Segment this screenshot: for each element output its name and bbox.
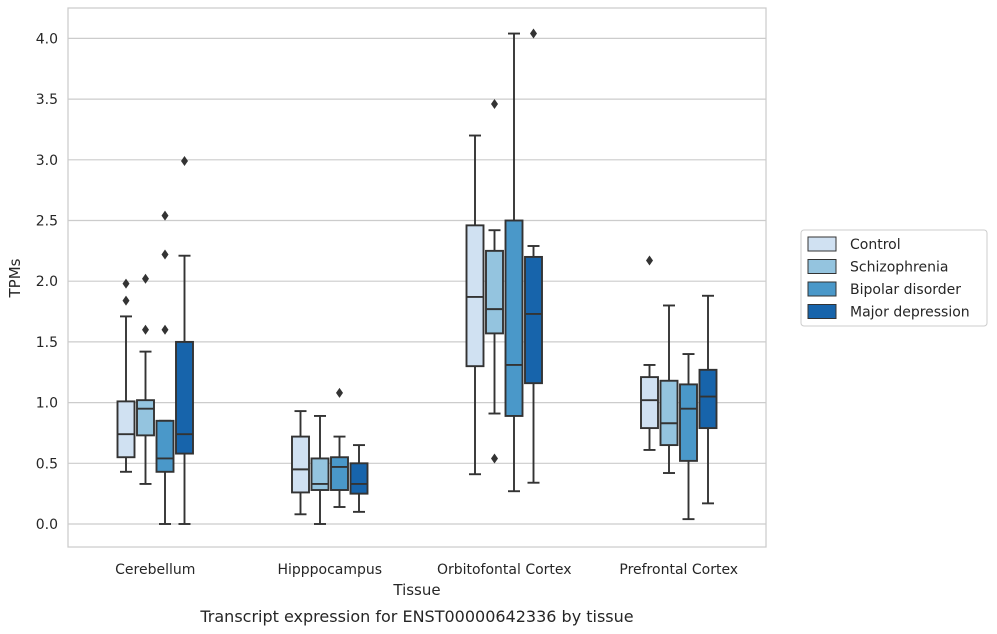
box xyxy=(465,224,485,368)
plot-area-frame xyxy=(67,7,767,548)
legend: Control Schizophrenia Bipolar disorder Majo… xyxy=(800,229,988,327)
y-tick-label: 3.5 xyxy=(36,92,58,108)
outlier-point xyxy=(491,98,498,109)
box xyxy=(116,400,136,459)
outlier-point xyxy=(161,249,169,260)
y-tick-label: 2.5 xyxy=(36,214,58,230)
box-groups xyxy=(116,28,718,525)
box xyxy=(640,376,659,430)
box xyxy=(291,435,310,494)
box xyxy=(485,249,504,335)
box xyxy=(349,462,369,495)
box xyxy=(310,457,330,491)
outlier-point xyxy=(122,295,130,306)
box xyxy=(679,383,698,462)
outlier-point xyxy=(530,28,537,39)
y-tick-label: 2.0 xyxy=(36,274,58,290)
box xyxy=(698,368,718,430)
y-tick-label: 1.0 xyxy=(36,396,58,412)
x-tick-label: Hipppocampus xyxy=(277,562,382,578)
outlier-point xyxy=(336,387,343,398)
legend-entry-label: Major depression xyxy=(850,305,970,321)
box xyxy=(136,399,155,437)
y-tick-label: 0.0 xyxy=(36,517,58,533)
x-tick-labels: Cerebellum Hipppocampus Orbitofontal Corte… xyxy=(115,562,738,578)
x-axis-label: Tissue xyxy=(392,581,440,599)
box xyxy=(524,255,543,385)
legend-swatch xyxy=(807,304,837,319)
y-tick-labels: 0.0 0.5 1.0 1.5 2.0 2.5 3.0 3.5 4.0 xyxy=(36,31,58,533)
outlier-point xyxy=(161,324,169,335)
x-tick-label: Prefrontal Cortex xyxy=(619,562,738,578)
legend-swatch xyxy=(807,259,837,274)
outlier-point xyxy=(181,156,188,167)
legend-entry-label: Bipolar disorder xyxy=(850,282,961,298)
x-tick-label: Cerebellum xyxy=(115,562,195,578)
outlier-point xyxy=(142,324,149,335)
y-tick-label: 4.0 xyxy=(36,31,58,47)
legend-entry-label: Schizophrenia xyxy=(850,260,948,276)
chart-caption: Transcript expression for ENST0000064233… xyxy=(199,607,633,626)
outlier-point xyxy=(161,210,169,221)
outlier-point xyxy=(646,255,653,266)
legend-swatch xyxy=(807,236,837,252)
box xyxy=(330,456,349,491)
box xyxy=(155,419,175,473)
x-tick-label: Orbitofontal Cortex xyxy=(437,562,572,578)
box xyxy=(175,340,194,455)
y-tick-label: 1.5 xyxy=(36,335,58,351)
legend-swatch xyxy=(807,281,837,297)
outlier-point xyxy=(122,278,130,289)
y-axis-label: TPMs xyxy=(6,258,24,298)
outlier-point xyxy=(491,453,498,464)
box xyxy=(504,219,524,417)
outlier-point xyxy=(142,273,149,284)
y-tick-label: 0.5 xyxy=(36,456,58,472)
legend-frame xyxy=(800,229,988,327)
y-tick-label: 3.0 xyxy=(36,153,58,169)
legend-entry-label: Control xyxy=(850,237,901,253)
box xyxy=(659,379,679,447)
